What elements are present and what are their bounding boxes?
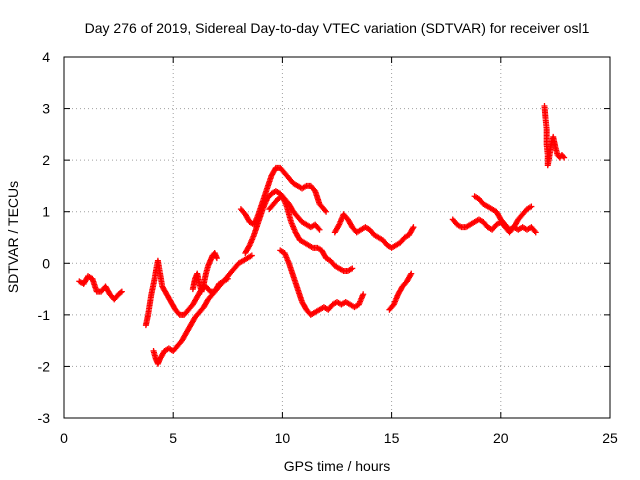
data-point xyxy=(321,207,328,214)
data-point xyxy=(532,229,539,236)
y-tick-label: 0 xyxy=(42,255,50,271)
data-point xyxy=(409,225,416,232)
x-tick-labels: 0 5 10 15 20 25 xyxy=(60,430,618,446)
grid-layer xyxy=(64,57,610,418)
data-point xyxy=(323,208,330,215)
tick-layer xyxy=(63,56,611,419)
data-point xyxy=(349,265,356,272)
plot-frame xyxy=(63,56,611,419)
data-point xyxy=(408,270,415,277)
x-axis-label: GPS time / hours xyxy=(284,458,391,474)
data-point xyxy=(360,291,367,298)
data-points-layer xyxy=(76,102,568,367)
x-tick-label: 5 xyxy=(169,430,177,446)
x-tick-label: 10 xyxy=(275,430,291,446)
x-tick-label: 20 xyxy=(493,430,509,446)
data-point xyxy=(117,289,124,296)
y-tick-label: -1 xyxy=(38,307,51,323)
data-point xyxy=(315,225,322,232)
x-tick-label: 15 xyxy=(384,430,400,446)
data-point xyxy=(316,226,323,233)
data-point xyxy=(213,255,220,262)
x-tick-label: 0 xyxy=(60,430,68,446)
y-axis-label: SDTVAR / TECUs xyxy=(5,181,21,293)
y-tick-label: -2 xyxy=(38,358,51,374)
data-point xyxy=(528,203,535,210)
data-point xyxy=(561,154,568,161)
y-tick-label: 2 xyxy=(42,152,50,168)
data-point xyxy=(248,252,255,259)
data-point xyxy=(531,228,538,235)
y-tick-label: -3 xyxy=(38,410,51,426)
y-tick-label: 1 xyxy=(42,204,50,220)
data-point xyxy=(410,224,417,231)
x-tick-label: 25 xyxy=(602,430,618,446)
data-point xyxy=(118,288,125,295)
y-tick-label: 4 xyxy=(42,49,50,65)
y-tick-labels: -3 -2 -1 0 1 2 3 4 xyxy=(38,49,51,426)
chart-title: Day 276 of 2019, Sidereal Day-to-day VTE… xyxy=(85,20,590,36)
y-tick-label: 3 xyxy=(42,101,50,117)
data-point xyxy=(407,271,414,278)
data-point xyxy=(560,153,567,160)
